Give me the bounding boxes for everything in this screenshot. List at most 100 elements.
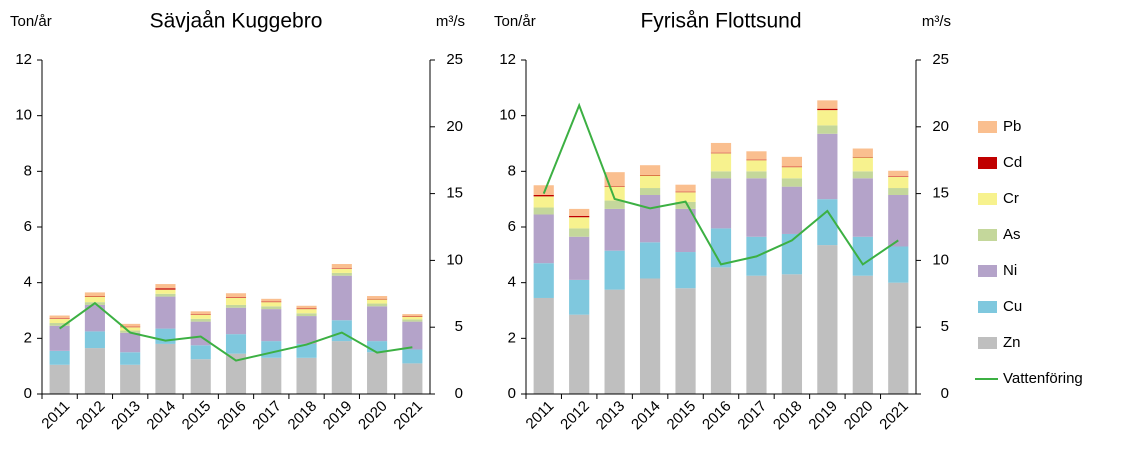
bar-segment	[49, 323, 70, 326]
bar-segment	[225, 307, 247, 335]
bar-segment	[533, 194, 554, 197]
bar-segment	[402, 363, 423, 394]
bar-segment	[852, 157, 873, 172]
bar-segment	[639, 175, 661, 189]
bar-segment	[533, 207, 554, 215]
bar-segment	[781, 178, 803, 187]
legend-label: Vattenföring	[1003, 370, 1083, 387]
bar-segment	[639, 278, 661, 394]
bar-segment	[190, 314, 211, 315]
bar-segment	[84, 292, 105, 297]
bar-segment	[533, 196, 554, 208]
y-tick-label: 0	[24, 385, 32, 402]
bar-segment	[225, 297, 247, 298]
bar-segment	[190, 318, 211, 322]
bar-segment	[569, 217, 590, 229]
bar-segment	[120, 323, 141, 327]
bar-segment	[604, 250, 625, 290]
bar-segment	[190, 314, 211, 319]
bar-segment	[533, 263, 554, 298]
bar-segment	[296, 305, 317, 309]
bar-segment	[225, 297, 247, 305]
y2-axis-label: m³/s	[436, 13, 465, 30]
bar-segment	[569, 228, 590, 237]
x-tick-label: 2011	[38, 398, 73, 433]
bar-segment	[84, 296, 105, 297]
bar-segment	[710, 171, 732, 179]
bar-segment	[84, 348, 105, 394]
legend-swatch	[978, 265, 997, 277]
bar-segment	[155, 343, 176, 394]
bar-segment	[261, 301, 282, 303]
x-tick-label: 2021	[390, 398, 426, 434]
bar-segment	[746, 159, 767, 161]
bar-segment	[84, 331, 105, 349]
bar-segment	[604, 186, 625, 201]
bar-segment	[155, 284, 176, 289]
bar-segment	[710, 152, 732, 154]
bar-segment	[190, 345, 211, 360]
bar-segment	[675, 252, 696, 289]
x-tick-label: 2017	[249, 398, 285, 434]
bar-segment	[817, 125, 838, 134]
bar-segment	[367, 341, 388, 353]
bar-segment	[852, 148, 873, 157]
bar-segment	[367, 303, 388, 307]
flow-line	[59, 301, 413, 362]
bar-segment	[675, 184, 696, 192]
bar-segment	[675, 192, 696, 202]
chart-title: Fyrisån Flottsund	[640, 10, 801, 33]
bar-segment	[639, 194, 661, 243]
bar-segment	[331, 320, 352, 342]
bar-segment	[155, 289, 176, 294]
bar-segment	[367, 352, 388, 394]
y-tick-label: 2	[508, 329, 516, 346]
x-tick-label: 2018	[285, 398, 321, 434]
legend-label: Zn	[1003, 334, 1021, 351]
bar-segment	[155, 296, 176, 329]
bar-segment	[331, 268, 352, 273]
bar-segment	[888, 194, 909, 247]
y-tick-label: 6	[24, 218, 32, 235]
y-tick-label: 10	[499, 107, 516, 124]
y2-tick-label: 25	[932, 51, 949, 68]
bar-segment	[533, 297, 554, 394]
y2-tick-label: 15	[932, 185, 949, 202]
legend-swatch	[978, 229, 997, 241]
x-tick-label: 2018	[770, 398, 806, 434]
x-tick-label: 2014	[143, 398, 179, 434]
bar-segment	[331, 272, 352, 276]
legend-swatch	[978, 337, 997, 349]
bar-segment	[84, 304, 105, 332]
bar-segment	[746, 151, 767, 160]
legend-swatch	[978, 121, 997, 133]
bar-segment	[120, 327, 141, 331]
y-tick-label: 6	[508, 218, 516, 235]
bar-segment	[852, 178, 873, 237]
bar-segment	[746, 171, 767, 179]
y-tick-label: 12	[15, 51, 32, 68]
y2-tick-label: 0	[941, 385, 949, 402]
x-tick-label: 2020	[355, 398, 391, 434]
bar-segment	[746, 275, 767, 394]
flow-line	[542, 102, 899, 266]
bar-segment	[261, 302, 282, 307]
bar-segment	[84, 296, 105, 303]
bar-segment	[888, 170, 909, 177]
bar-segment	[852, 171, 873, 179]
bar-segment	[781, 156, 803, 167]
bar-segment	[120, 364, 141, 394]
bar-segment	[331, 341, 352, 394]
bar-segment	[781, 274, 803, 394]
legend-swatch	[978, 301, 997, 313]
x-tick-label: 2012	[557, 398, 593, 434]
bar-segment	[331, 275, 352, 321]
bar-segment	[190, 359, 211, 394]
bar-segment	[533, 214, 554, 264]
bar-segment	[604, 172, 625, 187]
bar-segment	[675, 201, 696, 209]
bar-segment	[367, 296, 388, 299]
bar-segment	[781, 166, 803, 168]
bar-segment	[225, 304, 247, 308]
y2-axis-label: m³/s	[922, 13, 951, 30]
